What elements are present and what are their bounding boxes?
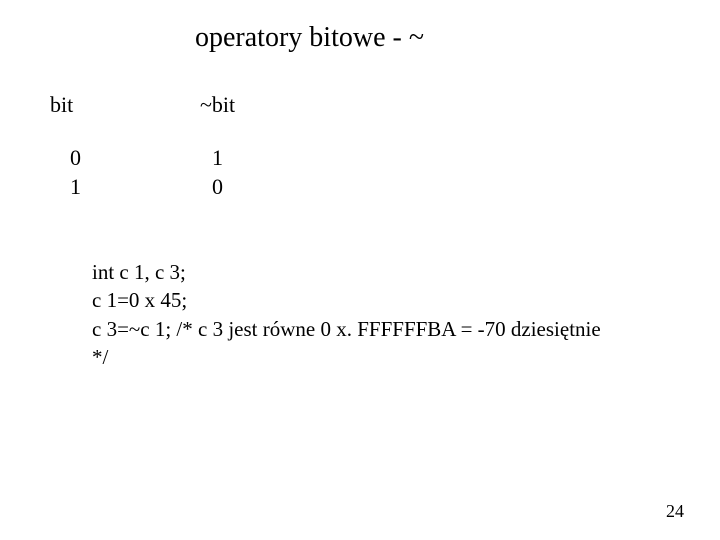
table-row: 0 1 — [40, 144, 290, 173]
code-example: int c 1, c 3; c 1=0 x 45; c 3=~c 1; /* c… — [92, 258, 601, 371]
table-header-bit: bit — [40, 92, 190, 118]
table-cell: 0 — [40, 144, 190, 173]
table-cell: 1 — [190, 144, 290, 173]
code-line: c 1=0 x 45; — [92, 286, 601, 314]
table-cell: 1 — [40, 173, 190, 202]
table-body: 0 1 1 0 — [40, 144, 290, 201]
table-cell: 0 — [190, 173, 290, 202]
truth-table: bit ~bit 0 1 1 0 — [40, 92, 290, 201]
code-line: */ — [92, 343, 601, 371]
table-header-row: bit ~bit — [40, 92, 290, 118]
slide-title: operatory bitowe - ~ — [195, 22, 424, 54]
table-header-notbit: ~bit — [190, 92, 290, 118]
table-row: 1 0 — [40, 173, 290, 202]
code-line: int c 1, c 3; — [92, 258, 601, 286]
page-number: 24 — [666, 501, 684, 522]
code-line: c 3=~c 1; /* c 3 jest równe 0 x. FFFFFFB… — [92, 315, 601, 343]
